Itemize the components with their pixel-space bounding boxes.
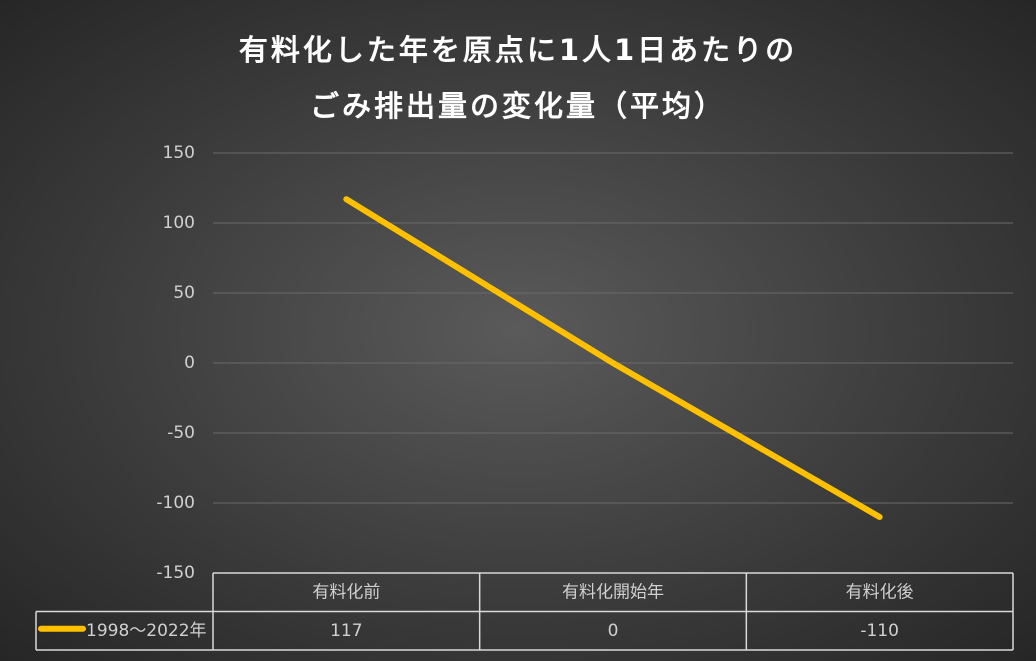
table-value: 117 <box>330 621 362 641</box>
y-tick-label: 50 <box>173 283 195 303</box>
y-tick-label: -150 <box>156 563 195 583</box>
table-value: 0 <box>608 621 619 641</box>
y-tick-label: -100 <box>156 493 195 513</box>
y-tick-label: 100 <box>163 213 195 233</box>
x-tick-label: 有料化前 <box>312 582 380 602</box>
x-tick-label: 有料化後 <box>846 582 914 602</box>
x-tick-label: 有料化開始年 <box>562 582 664 602</box>
y-tick-label: -50 <box>167 423 195 443</box>
y-tick-label: 0 <box>184 353 195 373</box>
legend-label: 1998〜2022年 <box>86 621 207 641</box>
series-line <box>343 196 883 520</box>
table-value: -110 <box>860 621 899 641</box>
chart-title: 有料化した年を原点に1人1日あたりの ごみ排出量の変化量（平均） <box>238 33 798 123</box>
y-tick-label: 150 <box>163 143 195 163</box>
